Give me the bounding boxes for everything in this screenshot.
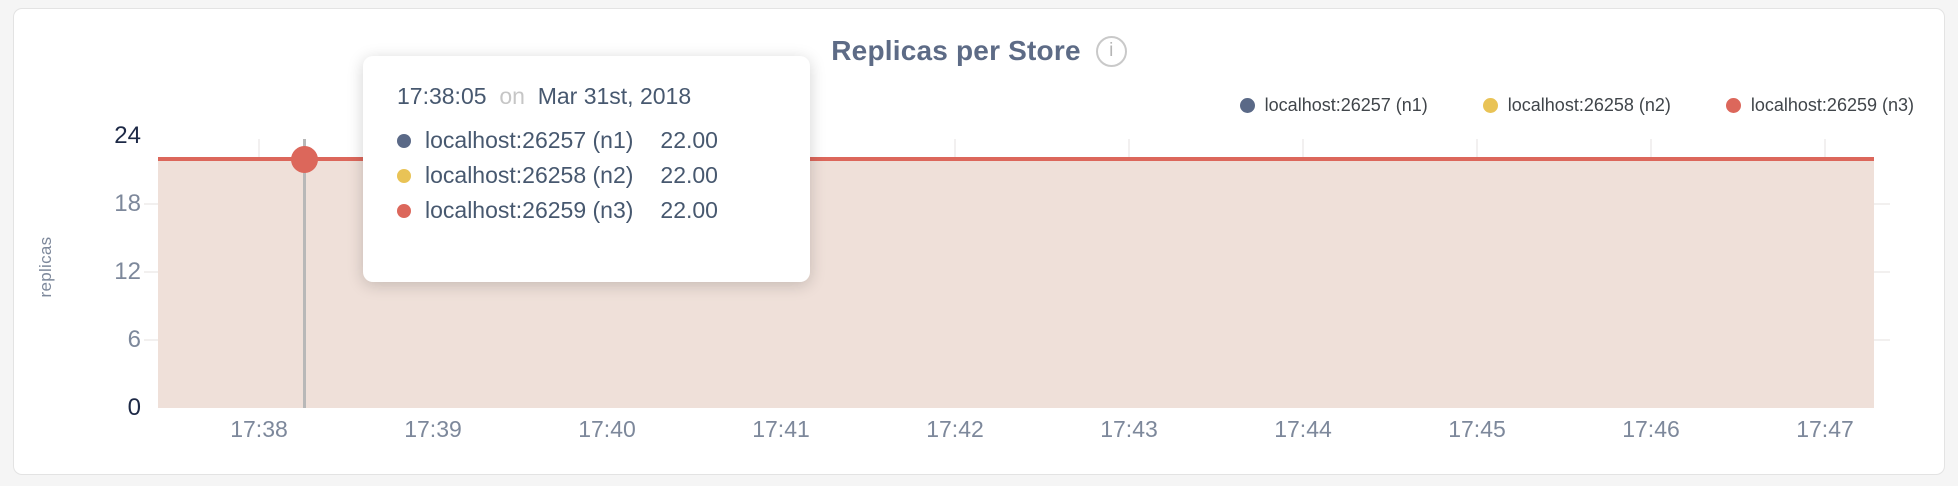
tooltip-series-label: localhost:26259 (n3) xyxy=(425,197,634,223)
plot-area[interactable]: replicas 17:38 17:39 17:40 17:41 17:42 17:43 1… xyxy=(14,9,1944,474)
legend-item[interactable]: localhost:26259 (n3) xyxy=(1725,95,1914,116)
chart-panel: Replicas per Store i localhost:26257 (n1… xyxy=(13,8,1945,475)
x-tick-label: 17:44 xyxy=(1274,416,1332,442)
tooltip-date: Mar 31st, 2018 xyxy=(537,83,692,109)
chart-title: Replicas per Store xyxy=(831,35,1081,66)
tooltip-series-label: localhost:26257 (n1) xyxy=(425,127,634,153)
tooltip-time: 17:38:05 xyxy=(397,83,487,109)
x-tick-label: 17:39 xyxy=(404,416,462,442)
y-tick-label: 0 xyxy=(127,394,141,421)
y-axis-label: replicas xyxy=(36,236,55,298)
info-icon[interactable]: i xyxy=(1095,35,1127,67)
y-tick-label: 6 xyxy=(127,326,141,353)
tooltip-timestamp: 17:38:05 on Mar 31st, 2018 xyxy=(397,83,692,109)
x-tick-label: 17:43 xyxy=(1100,416,1158,442)
x-tick-label: 17:46 xyxy=(1622,416,1680,442)
tooltip-series-value: 22.00 xyxy=(660,127,718,153)
tooltip-series-row: localhost:26258 (n2) 22.00 xyxy=(397,158,776,193)
tooltip-series-dot-icon xyxy=(397,133,411,148)
chart-legend: localhost:26257 (n1) localhost:26258 (n2)… xyxy=(1239,95,1914,116)
x-tick-label: 17:45 xyxy=(1448,416,1506,442)
legend-label: localhost:26257 (n1) xyxy=(1264,95,1428,115)
y-tick-label: 24 xyxy=(114,122,141,149)
tooltip-series-dot-icon xyxy=(397,203,411,218)
tooltip-series-value: 22.00 xyxy=(660,162,718,188)
x-tick-label: 17:41 xyxy=(752,416,810,442)
x-tick-label: 17:40 xyxy=(578,416,636,442)
hover-point-dot xyxy=(291,145,318,173)
legend-item[interactable]: localhost:26258 (n2) xyxy=(1482,95,1671,116)
tooltip-series-row: localhost:26257 (n1) 22.00 xyxy=(397,123,776,158)
chart-tooltip: 17:38:05 on Mar 31st, 2018 localhost:262… xyxy=(363,56,810,282)
legend-label: localhost:26258 (n2) xyxy=(1507,95,1671,115)
tooltip-series-value: 22.00 xyxy=(660,197,718,223)
tooltip-series-dot-icon xyxy=(397,168,411,183)
tooltip-rows: localhost:26257 (n1) 22.00 localhost:26258… xyxy=(397,123,776,228)
legend-dot-icon xyxy=(1482,98,1498,113)
legend-label: localhost:26259 (n3) xyxy=(1750,95,1914,115)
legend-item[interactable]: localhost:26257 (n1) xyxy=(1239,95,1428,116)
series-line xyxy=(158,156,1874,161)
y-tick-label: 12 xyxy=(114,258,141,285)
y-tick-label: 18 xyxy=(114,190,141,217)
x-tick-label: 17:38 xyxy=(230,416,288,442)
hover-guideline xyxy=(303,139,306,408)
legend-dot-icon xyxy=(1239,98,1255,113)
chart-header: Replicas per Store i xyxy=(14,33,1944,69)
legend-dot-icon xyxy=(1725,98,1741,113)
tooltip-series-label: localhost:26258 (n2) xyxy=(425,162,634,188)
x-tick-label: 17:42 xyxy=(926,416,984,442)
tooltip-series-row: localhost:26259 (n3) 22.00 xyxy=(397,193,776,228)
x-tick-label: 17:47 xyxy=(1796,416,1854,442)
